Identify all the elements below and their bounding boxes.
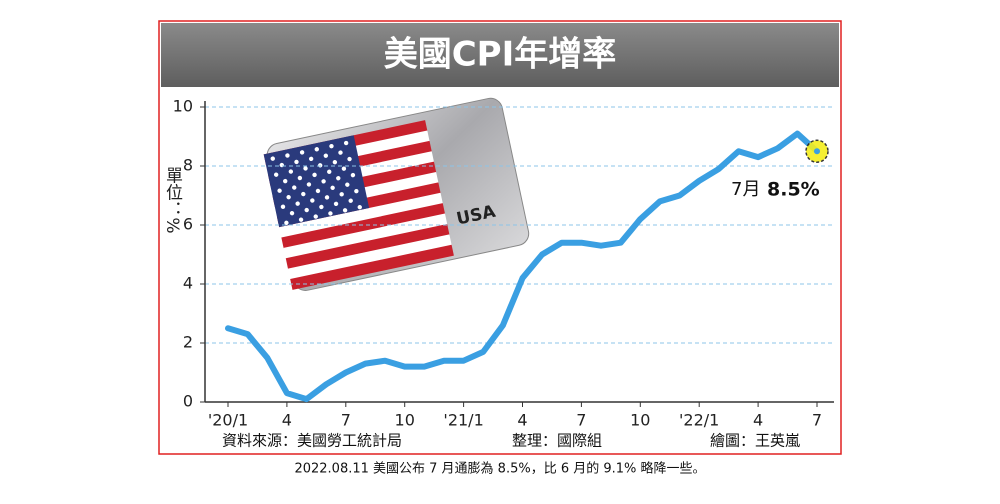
annotation-value: 8.5% <box>767 179 820 201</box>
star <box>313 214 318 219</box>
star <box>306 182 312 187</box>
chart-title: 美國CPI年增率 <box>384 35 617 75</box>
caption: 2022.08.11 美國公布 7 月通膨為 8.5%，比 6 月的 9.1% … <box>294 461 705 477</box>
star <box>295 201 300 206</box>
star <box>298 217 304 222</box>
x-tick-label: '21/1 <box>443 411 483 430</box>
star <box>285 153 290 158</box>
star <box>315 188 321 194</box>
star <box>280 204 286 209</box>
stripe <box>279 192 443 238</box>
title-bar <box>161 23 839 87</box>
x-tick-label: 4 <box>753 411 763 430</box>
series-line <box>225 130 820 403</box>
star <box>312 172 317 178</box>
star <box>324 195 330 200</box>
star <box>329 143 334 149</box>
star <box>336 176 341 181</box>
star <box>299 150 305 155</box>
star <box>321 179 326 184</box>
star <box>323 153 329 158</box>
stripe <box>283 213 448 259</box>
y-tick-label: 4 <box>183 274 193 293</box>
stripe <box>285 223 450 270</box>
star <box>348 198 353 203</box>
star <box>354 188 359 194</box>
star <box>333 201 339 207</box>
x-tick-label: 4 <box>517 411 527 430</box>
star <box>319 204 324 210</box>
y-tick-label: 8 <box>183 156 193 175</box>
star <box>277 188 282 193</box>
source: 資料來源：美國勞工統計局 <box>222 432 402 450</box>
x-tick-label: 10 <box>630 411 650 430</box>
star <box>338 150 343 155</box>
star <box>310 198 315 203</box>
annotation-month: 7月 <box>731 179 760 200</box>
star <box>304 207 309 213</box>
star <box>327 169 332 174</box>
star <box>328 211 333 216</box>
star <box>289 211 295 216</box>
star <box>286 194 291 200</box>
x-tick-label: 4 <box>282 411 292 430</box>
stripe <box>287 234 452 280</box>
star <box>288 169 294 174</box>
point <box>814 148 820 155</box>
star <box>345 182 350 187</box>
y-axis-title: 單位：% <box>162 166 183 233</box>
star <box>273 172 279 177</box>
flag <box>263 120 454 290</box>
graphics: 繪圖：王英嵐 <box>710 432 800 450</box>
star <box>343 140 349 146</box>
star <box>284 220 289 225</box>
y-tick-label: 10 <box>173 97 193 116</box>
star <box>301 191 306 197</box>
canton <box>263 135 370 228</box>
star <box>350 172 356 178</box>
star <box>283 178 288 184</box>
x-tick-label: 7 <box>812 411 822 430</box>
editor: 整理：國際組 <box>512 432 602 450</box>
x-tick-label: 7 <box>576 411 586 430</box>
stripe <box>290 244 454 290</box>
star <box>332 159 338 165</box>
star <box>314 147 319 152</box>
star <box>342 208 348 213</box>
y-tick-label: 0 <box>183 392 193 411</box>
star <box>308 156 314 162</box>
star <box>303 166 308 171</box>
x-tick-label: '22/1 <box>679 411 719 430</box>
y-tick-label: 6 <box>183 215 193 234</box>
star <box>294 159 299 165</box>
star <box>330 185 335 191</box>
star <box>357 204 362 210</box>
star <box>339 192 344 197</box>
star <box>347 156 352 162</box>
flag-card: USA <box>263 97 530 291</box>
y-tick-label: 2 <box>183 333 193 352</box>
stripe <box>281 203 446 249</box>
x-tick-label: 7 <box>341 411 351 430</box>
star <box>292 185 297 190</box>
x-tick-label: '20/1 <box>208 411 248 430</box>
star <box>341 166 347 171</box>
x-tick-label: 10 <box>395 411 415 430</box>
star <box>297 175 303 181</box>
star <box>270 156 275 161</box>
